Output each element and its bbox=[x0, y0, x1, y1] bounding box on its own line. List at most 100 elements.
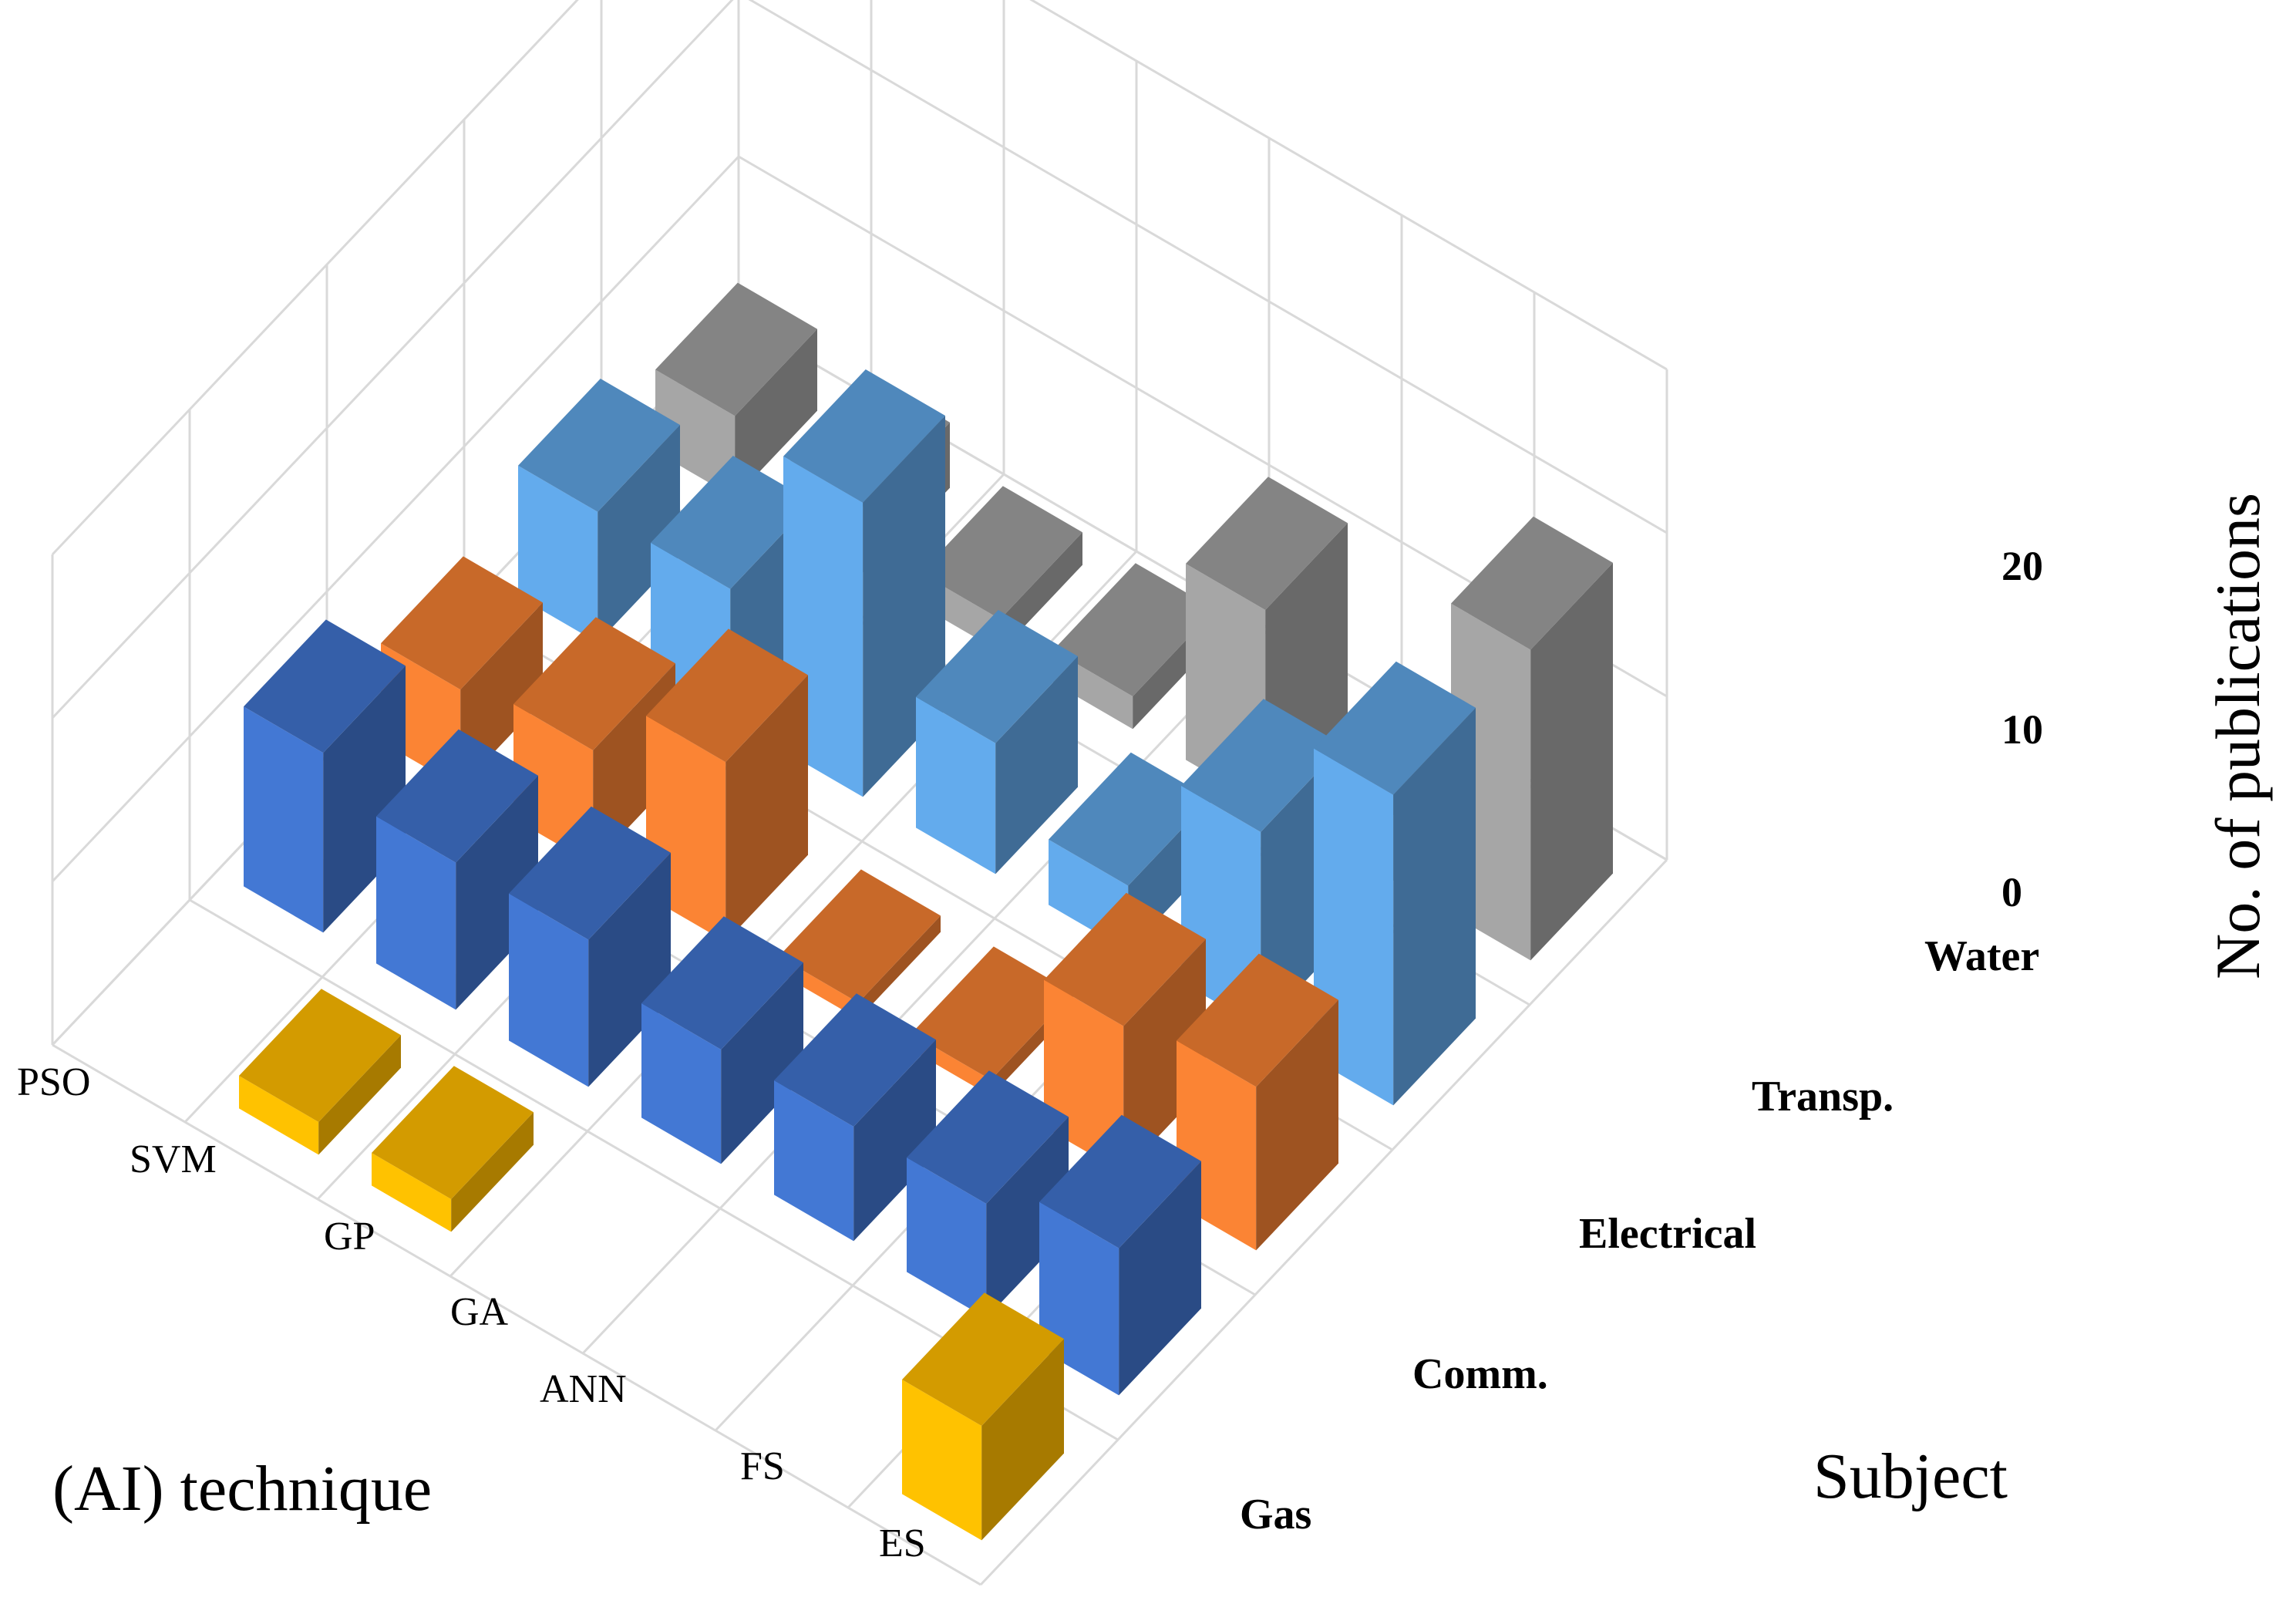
tick-label-technique-fs: FS bbox=[740, 1444, 785, 1488]
bar-face-front-right bbox=[451, 1112, 534, 1232]
bar-fs-comm bbox=[376, 729, 538, 1010]
bar-face-front-right bbox=[721, 962, 803, 1164]
tick-label-technique-svm: SVM bbox=[130, 1137, 217, 1181]
z-axis-labels: 0 10 20 bbox=[2001, 543, 2043, 915]
bar-face-front-left bbox=[509, 893, 589, 1087]
tick-label-z-20: 20 bbox=[2001, 543, 2043, 589]
technique-axis-labels: PSO SVM GP GA ANN FS ES bbox=[17, 1060, 926, 1565]
tick-label-z-0: 0 bbox=[2001, 869, 2022, 915]
bar-face-front-right bbox=[1000, 532, 1082, 652]
bar-face-front-right bbox=[725, 675, 808, 942]
bar-face-front-right bbox=[1119, 1161, 1201, 1396]
bar-face-front-left bbox=[774, 1080, 854, 1242]
bar-es-water bbox=[655, 282, 817, 498]
floor-grid-line bbox=[979, 858, 1668, 1586]
bar-face-top bbox=[1181, 699, 1343, 832]
tick-label-subject-transp: Transp. bbox=[1752, 1073, 1894, 1120]
bar-face-top bbox=[641, 916, 803, 1050]
bar-face-front-left bbox=[244, 706, 324, 933]
tick-label-subject-gas: Gas bbox=[1240, 1491, 1311, 1538]
bar-face-top bbox=[646, 628, 808, 763]
x-axis-title: (AI) technique bbox=[52, 1453, 432, 1525]
floor-grid-line bbox=[52, 1043, 981, 1586]
bar-ann-gas bbox=[372, 1066, 534, 1232]
bar-face-front-right bbox=[456, 775, 538, 1010]
floor-grid-line bbox=[581, 627, 1271, 1355]
bar-face-front-left bbox=[239, 1076, 319, 1155]
tick-label-subject-water: Water bbox=[1924, 932, 2039, 980]
bar-face-front-right bbox=[858, 915, 941, 1019]
bar-face-top bbox=[783, 369, 945, 503]
subject-axis-labels: Gas Comm. Electrical Transp. Water bbox=[1240, 932, 2039, 1538]
bar-face-front-left bbox=[372, 1153, 452, 1232]
tick-label-z-10: 10 bbox=[2001, 706, 2043, 753]
bar-ann-comm bbox=[509, 806, 671, 1087]
bar-face-front-right bbox=[1256, 999, 1338, 1251]
tick-label-technique-pso: PSO bbox=[17, 1060, 90, 1104]
bar-face-front-right bbox=[735, 329, 817, 498]
tick-label-technique-gp: GP bbox=[324, 1215, 375, 1259]
bar-face-front-right bbox=[995, 656, 1078, 874]
bar-pso-comm bbox=[1039, 1114, 1201, 1396]
wall-gridline-z bbox=[51, 155, 1668, 883]
tick-label-technique-ann: ANN bbox=[540, 1367, 627, 1411]
bar-face-front-left bbox=[916, 696, 996, 874]
wall-gridline-z bbox=[51, 0, 1668, 556]
bar-fs-gas bbox=[239, 989, 401, 1155]
bar-face-top bbox=[518, 379, 680, 512]
bar-face-front-right bbox=[598, 425, 680, 643]
bar-face-top bbox=[509, 806, 671, 940]
wall-gridline-z bbox=[51, 0, 1668, 719]
bar-face-top bbox=[1049, 752, 1210, 886]
bar-face-front-left bbox=[518, 465, 598, 643]
bar-face-top bbox=[376, 729, 538, 863]
bar-face-top bbox=[1186, 477, 1348, 610]
bar-face-top bbox=[1044, 892, 1206, 1026]
bar-svm-comm bbox=[907, 1070, 1069, 1319]
bar-face-front-right bbox=[1530, 562, 1613, 961]
bar-face-front-right bbox=[318, 1035, 401, 1155]
tick-label-subject-electrical: Electrical bbox=[1579, 1210, 1756, 1258]
bar-face-front-right bbox=[981, 1339, 1064, 1541]
bar-face-top bbox=[907, 1070, 1069, 1204]
bar-face-top bbox=[1451, 516, 1613, 650]
bar-face-front-left bbox=[641, 1003, 722, 1164]
bar-face-top bbox=[779, 869, 941, 1003]
bar-face-top bbox=[774, 993, 936, 1127]
bar-face-front-right bbox=[1123, 938, 1206, 1174]
tick-label-technique-es: ES bbox=[879, 1521, 926, 1565]
bar-pso-gas bbox=[902, 1292, 1064, 1541]
bar-face-top bbox=[902, 1292, 1064, 1426]
bar-face-top bbox=[381, 556, 543, 690]
bar-face-front-right bbox=[853, 1040, 936, 1242]
bar-face-front-right bbox=[460, 602, 543, 788]
bar-face-top bbox=[655, 282, 817, 416]
bar-face-top bbox=[911, 946, 1073, 1080]
bar-face-top bbox=[372, 1066, 534, 1199]
bar-ga-comm bbox=[641, 916, 803, 1164]
bar-face-top bbox=[244, 619, 406, 753]
y-axis-title: Subject bbox=[1813, 1441, 2008, 1512]
bar-face-top bbox=[651, 456, 813, 589]
bar-face-top bbox=[1039, 1114, 1201, 1248]
bar-es-transp bbox=[518, 379, 680, 643]
bar-face-front-right bbox=[1393, 707, 1476, 1106]
bar-face-front-right bbox=[588, 852, 671, 1087]
bar-face-top bbox=[239, 989, 401, 1122]
bar-face-top bbox=[916, 610, 1078, 743]
bar-gp-comm bbox=[774, 993, 936, 1242]
bar-face-top bbox=[513, 617, 675, 750]
bar-face-top bbox=[1177, 953, 1338, 1087]
bar-face-top bbox=[921, 486, 1082, 619]
bar-face-front-left bbox=[902, 1380, 982, 1541]
bar-face-front-left bbox=[655, 369, 736, 498]
tick-label-technique-ga: GA bbox=[450, 1290, 509, 1334]
bar-face-top bbox=[1314, 661, 1476, 795]
bar-ga-transp bbox=[916, 610, 1078, 874]
bar-face-front-left bbox=[907, 1158, 987, 1319]
bar-pso-transp bbox=[1314, 661, 1476, 1106]
tick-label-subject-comm: Comm. bbox=[1412, 1350, 1548, 1398]
bar-face-front-left bbox=[376, 816, 456, 1010]
z-axis-title: No. of publications bbox=[2203, 493, 2273, 979]
